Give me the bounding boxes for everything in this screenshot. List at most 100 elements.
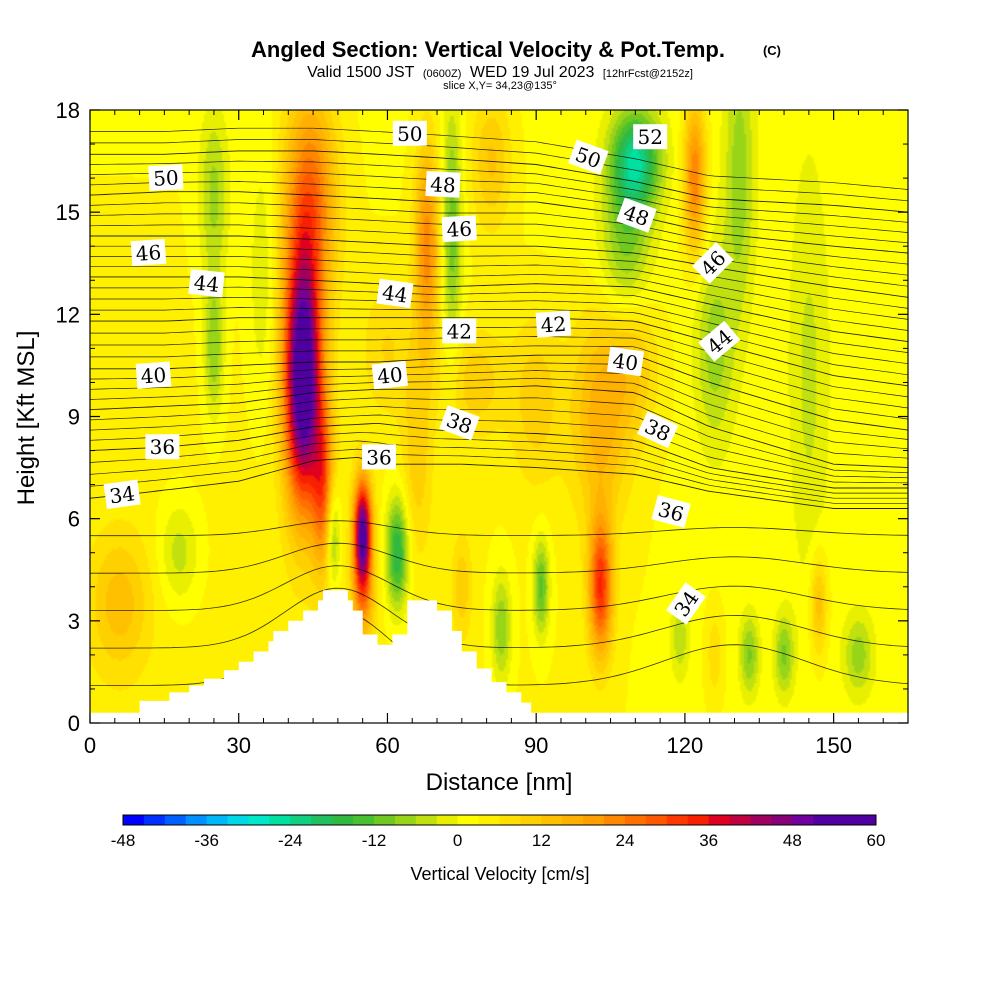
- contour-label-text: 36: [366, 445, 391, 469]
- isentrope-line: [90, 406, 908, 479]
- colorbar-bin: [813, 815, 835, 825]
- valid-date: WED 19 Jul 2023: [470, 64, 595, 81]
- isentrope-line: [90, 307, 908, 376]
- x-tick-label: 90: [524, 733, 548, 758]
- contour-label-text: 50: [397, 122, 422, 146]
- contour-label: 42: [535, 310, 572, 338]
- colorbar-bin: [771, 815, 793, 825]
- y-tick-label: 9: [68, 405, 80, 430]
- contour-labels: 5046444036345048464442403836525048464442…: [103, 120, 741, 625]
- isentrope-line: [90, 245, 908, 309]
- colorbar-bin: [708, 815, 730, 825]
- isentrope-line: [90, 440, 908, 499]
- y-tick-label: 6: [68, 507, 80, 532]
- contour-label-box: [392, 120, 427, 146]
- contour-label-text: 34: [108, 481, 137, 508]
- contour-label-text: 44: [193, 270, 221, 297]
- isentrope-line: [90, 181, 908, 244]
- isentrope-line: [90, 139, 908, 202]
- colorbar-tick-label: -12: [362, 831, 387, 850]
- colorbar-bin: [332, 815, 354, 825]
- colorbar-bin: [604, 815, 626, 825]
- contour-label: 50: [392, 120, 427, 146]
- isentrope-line: [90, 456, 908, 509]
- contour-label-box: [442, 318, 477, 344]
- contour-label-box: [637, 411, 679, 449]
- colorbar-bin: [374, 815, 396, 825]
- isentrope-line: [90, 150, 908, 213]
- contour-label: 40: [371, 360, 409, 390]
- contour-label: 50: [148, 164, 184, 191]
- contour-label-text: 40: [140, 363, 167, 389]
- copyright-mark: (C): [763, 43, 781, 58]
- colorbar-bin: [520, 815, 542, 825]
- isentrope-line: [90, 317, 908, 387]
- isentrope-line: [90, 336, 908, 409]
- x-tick-label: 150: [815, 733, 852, 758]
- contour-label-box: [135, 361, 172, 389]
- vertical-velocity-heatmap: [90, 110, 908, 723]
- colorbar-bin: [436, 815, 459, 825]
- contour-label-box: [616, 197, 657, 233]
- isentrope-line: [90, 276, 908, 343]
- contour-label: 44: [188, 268, 225, 298]
- contour-label-box: [651, 494, 691, 528]
- contour-label-box: [666, 582, 706, 625]
- isentrope-line: [90, 202, 908, 265]
- contour-label-text: 52: [637, 125, 662, 149]
- colorbar-bin: [645, 815, 668, 825]
- contour-label-box: [371, 360, 409, 390]
- y-tick-label: 3: [68, 609, 80, 634]
- x-tick-label: 120: [667, 733, 704, 758]
- contour-label: 48: [425, 171, 461, 198]
- colorbar-tick-label: 60: [867, 831, 886, 850]
- contour-label-text: 46: [135, 240, 162, 266]
- colorbar-bin: [457, 815, 479, 825]
- colorbar-bin: [478, 815, 500, 825]
- colorbar-bin: [227, 815, 249, 825]
- isentrope-line: [90, 160, 908, 223]
- chart-subtitle: Valid 1500 JST (0600Z) WED 19 Jul 2023 […: [307, 64, 693, 81]
- colorbar-bin: [834, 815, 856, 825]
- y-tick-label: 12: [56, 302, 80, 327]
- chart-title: Angled Section: Vertical Velocity & Pot.…: [251, 37, 725, 62]
- contour-label-text: 36: [150, 435, 175, 459]
- colorbar-tick-label: 48: [783, 831, 802, 850]
- colorbar-bin: [248, 815, 270, 825]
- colorbar-tick-label: 36: [699, 831, 718, 850]
- colorbar: -48 -36 -24 -12 0 12 24 36 48 60: [111, 814, 886, 850]
- contour-label-text: 48: [430, 172, 457, 197]
- x-tick-label: 60: [375, 733, 399, 758]
- slice-info: slice X,Y= 34,23@135°: [443, 80, 557, 92]
- isentrope-line: [90, 448, 908, 504]
- isentrope-line: [90, 385, 908, 469]
- colorbar-label: Vertical Velocity [cm/s]: [410, 864, 589, 884]
- colorbar-tick-label: 0: [453, 831, 462, 850]
- colorbar-bin: [687, 815, 710, 825]
- colorbar-bin: [792, 815, 814, 825]
- isentrope-line: [90, 224, 908, 287]
- contour-label-box: [103, 479, 141, 510]
- isentrope-line: [90, 432, 908, 494]
- contour-label-text: 42: [540, 312, 567, 338]
- valid-utc: (0600Z): [423, 68, 462, 80]
- contour-label: 42: [442, 318, 477, 344]
- colorbar-bin: [290, 815, 312, 825]
- contour-label-text: 46: [446, 217, 473, 242]
- y-axis-label: Height [Kft MSL]: [13, 331, 40, 506]
- contour-label: 50: [568, 139, 609, 175]
- contour-label-text: 40: [376, 362, 404, 389]
- contour-label-text: 42: [447, 319, 472, 343]
- contour-label-box: [188, 268, 225, 298]
- y-tick-label: 18: [56, 98, 80, 123]
- x-tick-label: 0: [84, 733, 96, 758]
- isentrope-line: [90, 587, 908, 649]
- colorbar-bin: [394, 815, 417, 825]
- contour-label-box: [130, 238, 167, 267]
- contour-label: 46: [441, 215, 477, 243]
- potential-temperature-contours: [90, 127, 908, 686]
- colorbar-tick-label: 12: [532, 831, 551, 850]
- colorbar-bin: [855, 815, 877, 825]
- colorbar-tick-label: -48: [111, 831, 136, 850]
